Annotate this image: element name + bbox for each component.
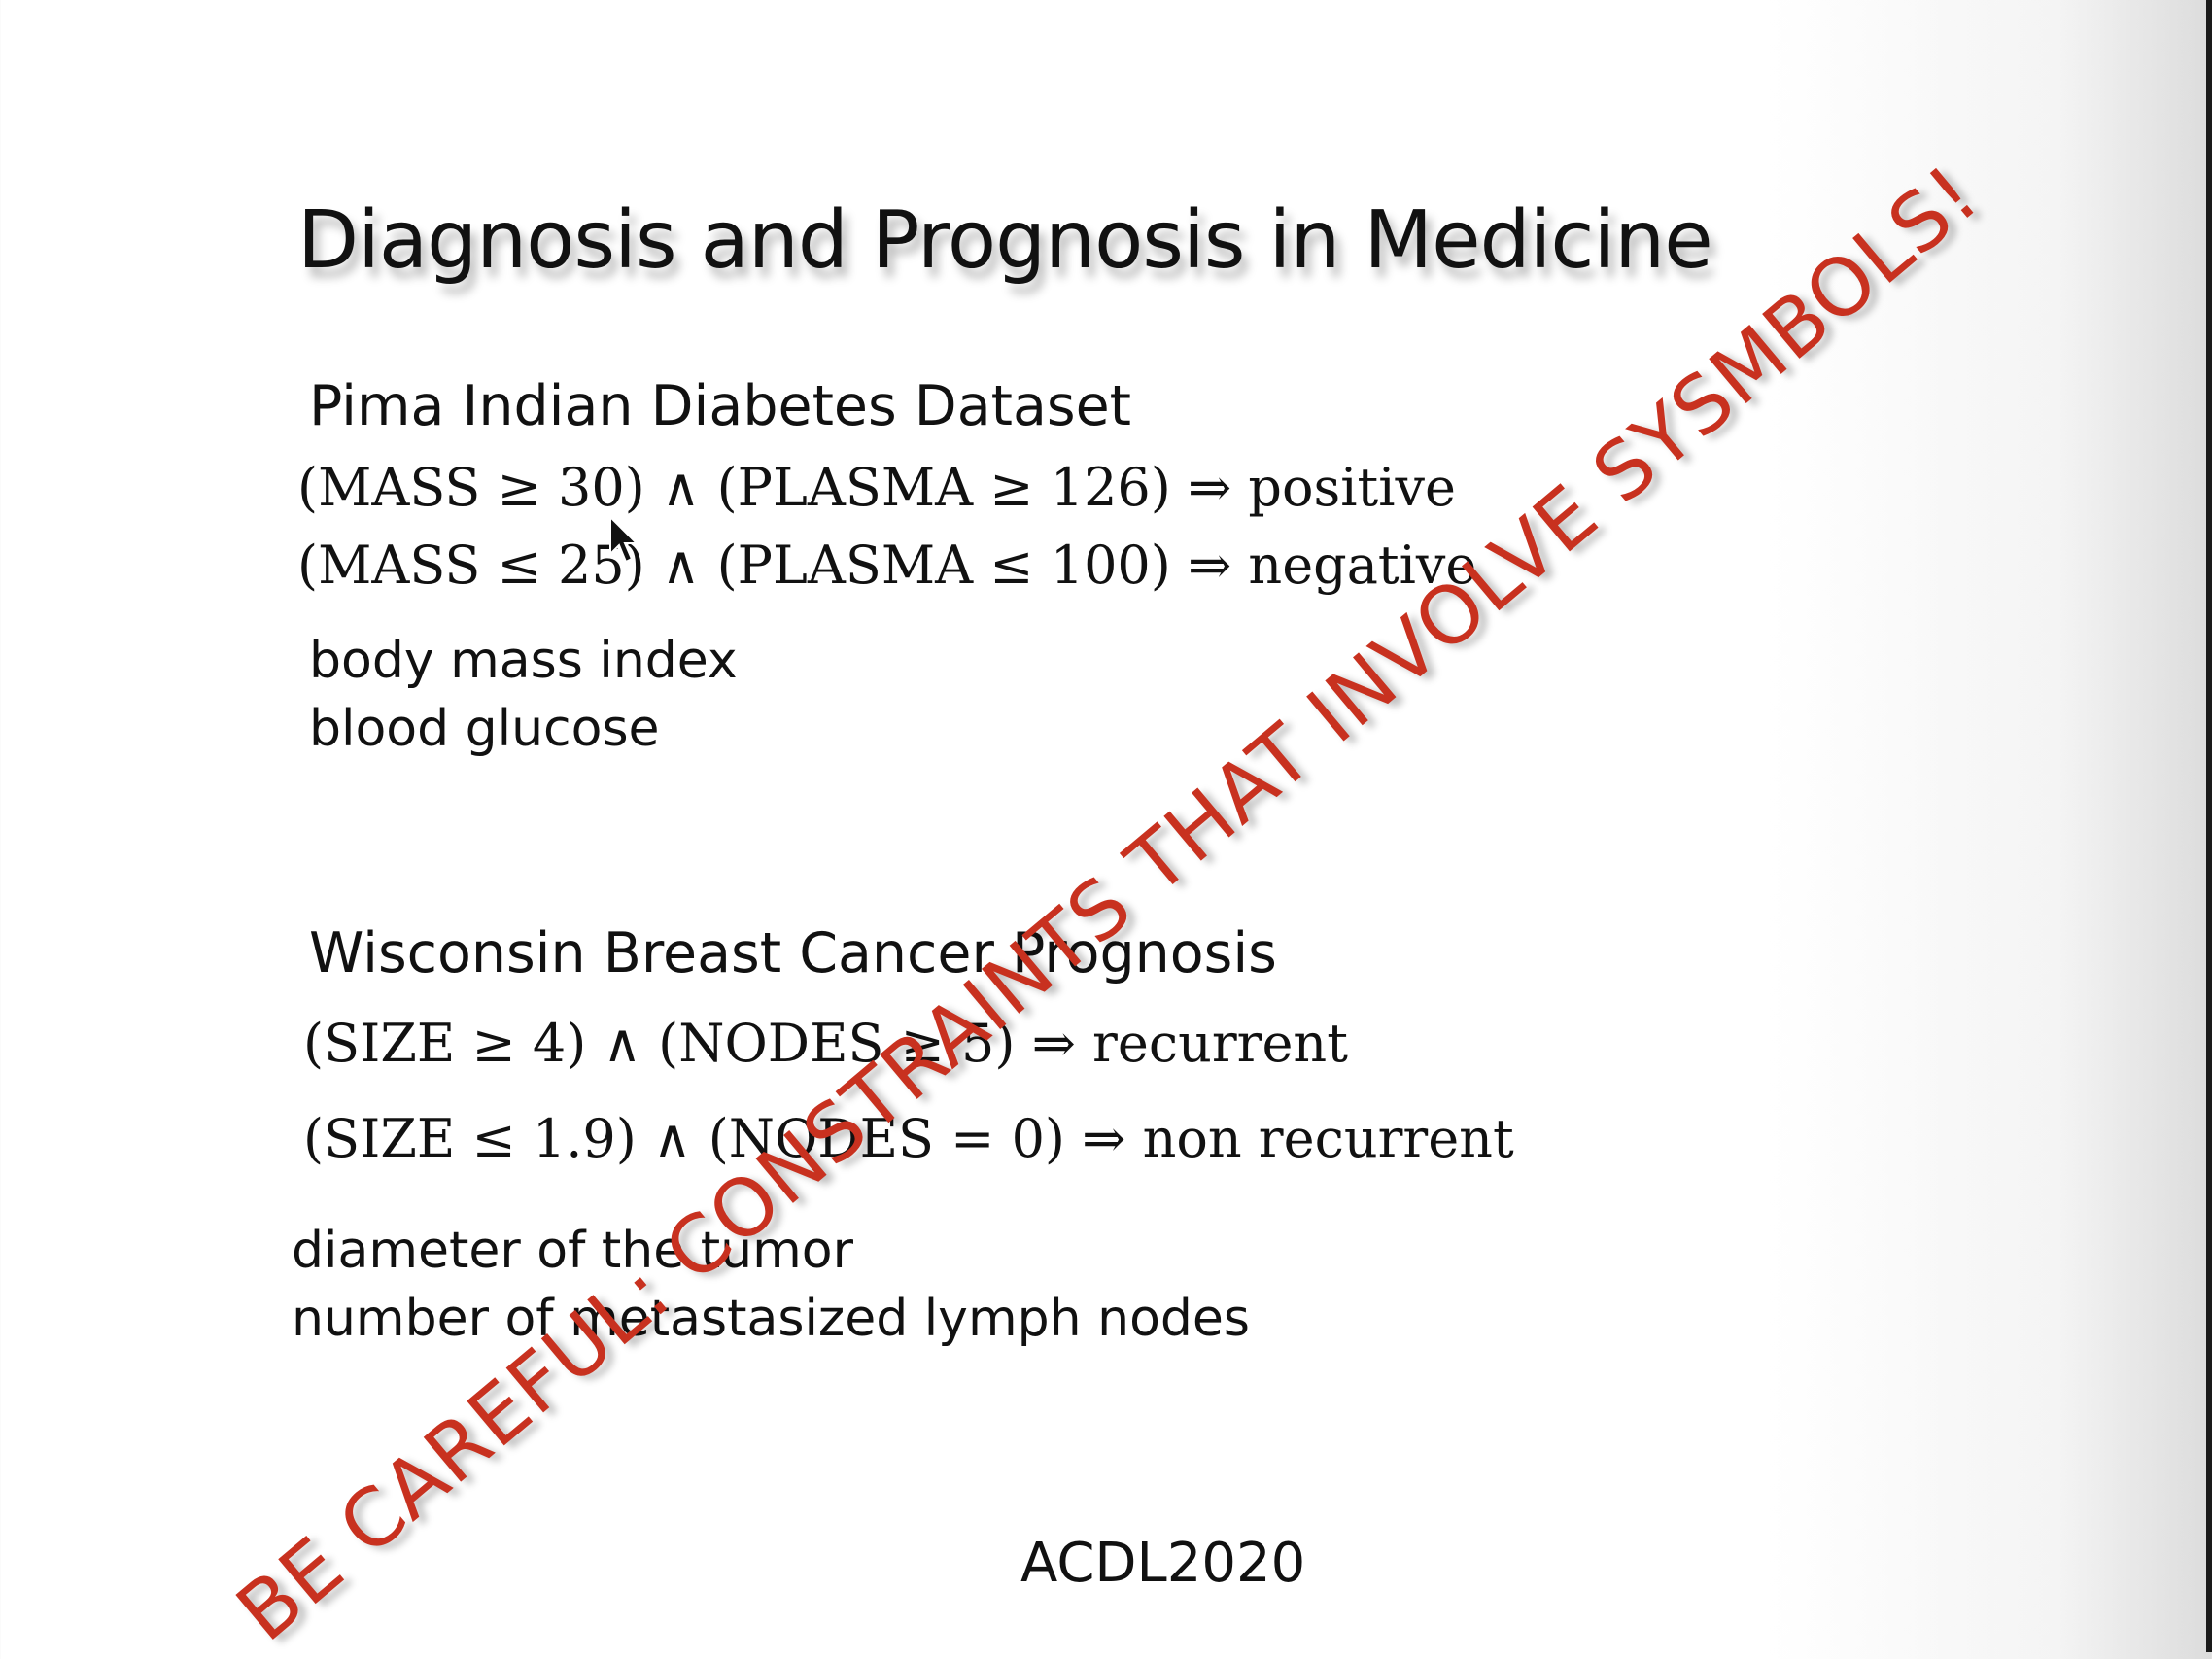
wisconsin-rule-recurrent: (SIZE ≥ 4) ∧ (NODES ≥ 5) ⇒ recurrent bbox=[303, 1013, 1348, 1074]
pima-rule-positive: (MASS ≥ 30) ∧ (PLASMA ≥ 126) ⇒ positive bbox=[297, 457, 1456, 518]
screen-edge bbox=[2206, 0, 2212, 1652]
mouse-pointer-icon bbox=[609, 515, 639, 564]
wisconsin-rule-non-recurrent: (SIZE ≤ 1.9) ∧ (NODES = 0) ⇒ non recurre… bbox=[303, 1108, 1514, 1169]
pima-rule-negative: (MASS ≤ 25) ∧ (PLASMA ≤ 100) ⇒ negative bbox=[297, 535, 1477, 596]
wisconsin-note-size: diameter of the tumor bbox=[292, 1222, 853, 1280]
pima-heading: Pima Indian Diabetes Dataset bbox=[309, 374, 1132, 438]
pima-note-mass: body mass index bbox=[309, 632, 738, 690]
slide-title: Diagnosis and Prognosis in Medicine bbox=[297, 194, 1713, 287]
wisconsin-note-nodes: number of metastasized lymph nodes bbox=[292, 1290, 1250, 1348]
wisconsin-heading: Wisconsin Breast Cancer Prognosis bbox=[309, 921, 1277, 985]
pima-note-plasma: blood glucose bbox=[309, 700, 660, 758]
footer-label: ACDL2020 bbox=[1020, 1532, 1306, 1595]
